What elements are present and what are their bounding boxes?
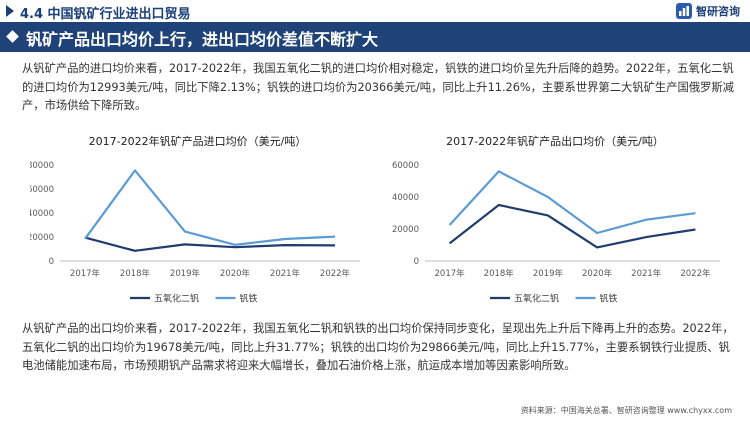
section-marker-icon — [6, 5, 14, 17]
series-line-1 — [84, 169, 336, 246]
x-tick-label: 2021年 — [270, 268, 301, 279]
x-tick-label: 2021年 — [631, 268, 662, 279]
export-price-paragraph: 从钒矿产品的出口均价来看，2017-2022年，我国五氧化二钒和钒铁的出口均价保… — [22, 322, 734, 372]
import-price-chart-svg: 2017-2022年钒矿产品进口均价（美元/吨） 0 20000 40000 60000… — [27, 134, 360, 305]
chart-title: 2017-2022年钒矿产品进口均价（美元/吨） — [89, 134, 307, 148]
legend-label: 五氧化二钒 — [154, 293, 199, 305]
x-tick-label: 2020年 — [582, 268, 613, 279]
chart-title: 2017-2022年钒矿产品出口均价（美元/吨） — [446, 134, 664, 148]
y-tick-label: 60000 — [392, 161, 419, 171]
y-tick-label: 20000 — [30, 233, 54, 243]
series-line-0 — [448, 203, 696, 249]
import-price-paragraph: 从钒矿产品的进口均价来看，2017-2022年，我国五氧化二钒的进口均价相对稳定… — [22, 62, 735, 112]
logo-text: 智研咨询 — [696, 5, 740, 18]
source-footer: 资料来源：中国海关总署、智研咨询整理 www.chyxx.com — [520, 406, 732, 415]
x-tick-label: 2018年 — [120, 268, 151, 279]
x-tick-label: 2020年 — [220, 268, 251, 279]
y-tick-label: 60000 — [30, 185, 54, 195]
page-title: 钒矿产品出口均价上行，进出口均价差值不断扩大 — [26, 30, 379, 49]
legend-label: 钒铁 — [600, 293, 618, 305]
x-tick-label: 2019年 — [533, 268, 564, 279]
x-tick-label: 2019年 — [170, 268, 201, 279]
x-tick-label: 2017年 — [435, 268, 466, 279]
y-tick-label: 0 — [414, 257, 419, 267]
series-line-0 — [84, 236, 336, 252]
y-tick-label: 40000 — [30, 209, 54, 219]
brand-logo: 智研咨询 — [676, 2, 740, 20]
logo-icon — [676, 3, 692, 19]
x-tick-label: 2022年 — [320, 268, 351, 279]
series-line-1 — [448, 170, 696, 235]
x-tick-label: 2017年 — [70, 268, 101, 279]
y-tick-label: 80000 — [30, 161, 54, 171]
x-tick-label: 2018年 — [484, 268, 515, 279]
top-bar: 4.4 中国钒矿行业进出口贸易 智研咨询 — [0, 0, 750, 22]
export-price-chart-svg: 2017-2022年钒矿产品出口均价（美元/吨） 0 20000 40000 60000… — [392, 134, 720, 305]
y-tick-label: 20000 — [392, 225, 419, 235]
import-price-chart: 2017-2022年钒矿产品进口均价（美元/吨） 0 20000 40000 60000… — [27, 132, 365, 307]
x-tick-label: 2022年 — [680, 268, 711, 279]
export-price-chart: 2017-2022年钒矿产品出口均价（美元/吨） 0 20000 40000 60000… — [385, 132, 725, 307]
y-tick-label: 40000 — [392, 193, 419, 203]
diamond-icon — [6, 30, 19, 43]
legend-label: 钒铁 — [240, 293, 258, 305]
section-title: 4.4 中国钒矿行业进出口贸易 — [20, 7, 191, 22]
y-tick-label: 0 — [49, 257, 54, 267]
legend-label: 五氧化二钒 — [514, 293, 559, 305]
title-banner: 钒矿产品出口均价上行，进出口均价差值不断扩大 — [0, 22, 750, 52]
